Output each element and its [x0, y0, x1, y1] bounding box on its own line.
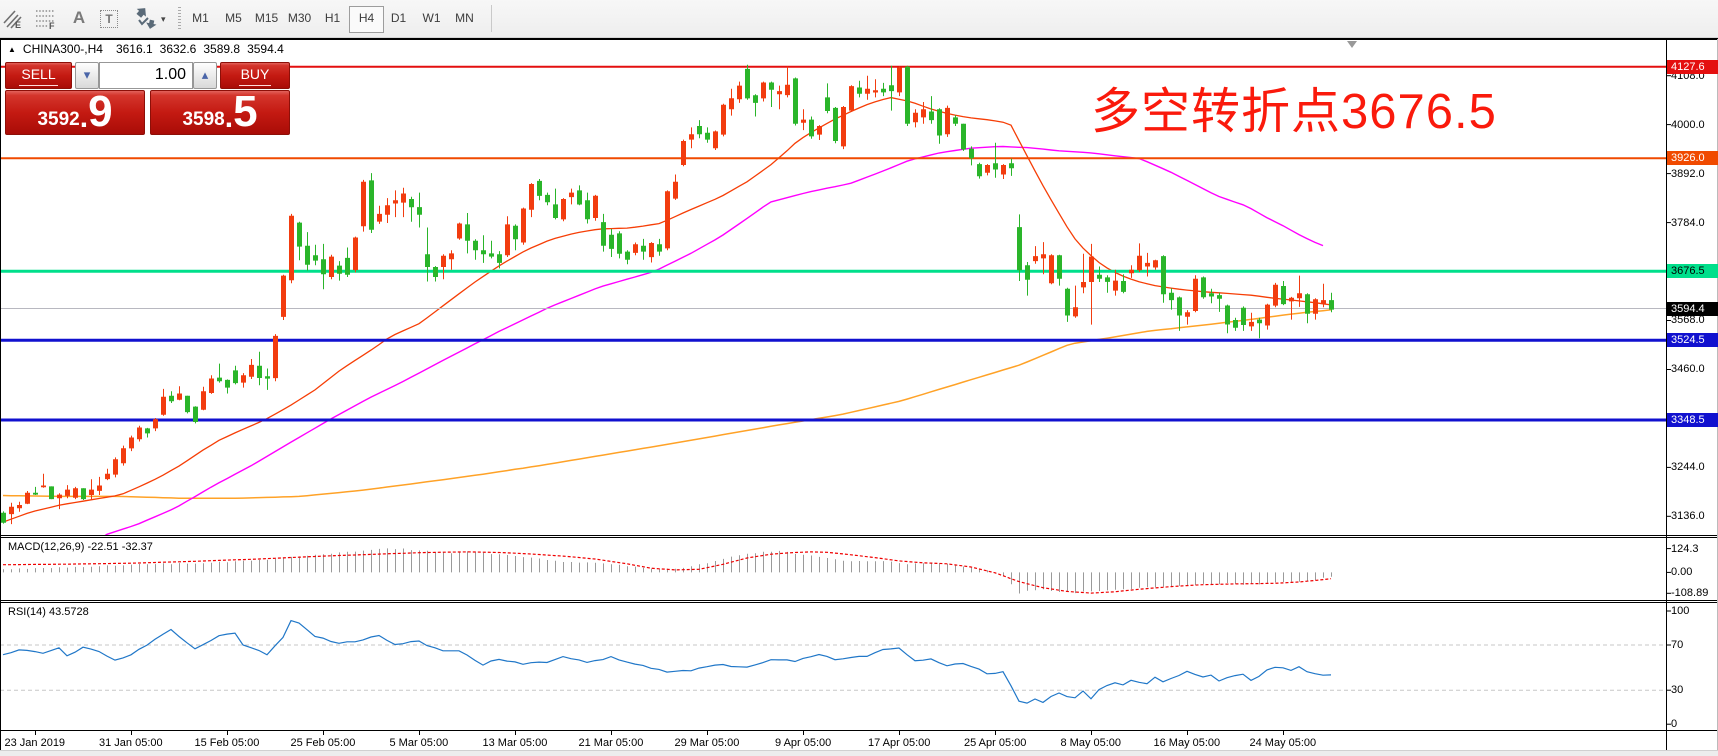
time-axis-label: 25 Apr 05:00	[964, 737, 1027, 749]
price-scale-label: 3892.0	[1671, 167, 1705, 180]
timeframe-button-W1[interactable]: W1	[422, 11, 441, 25]
time-axis-label: 5 Mar 05:00	[389, 737, 449, 749]
toolbar-drag-handle[interactable]	[178, 7, 181, 29]
time-axis-label: 23 Jan 2019	[4, 737, 66, 749]
candle-bodies-up	[1, 66, 1334, 523]
time-axis-label: 31 Jan 05:00	[99, 737, 163, 749]
volume-input[interactable]: 1.00	[99, 62, 193, 89]
chart-shift-marker-icon[interactable]	[1347, 41, 1357, 48]
time-axis-label: 25 Feb 05:00	[290, 737, 356, 749]
icon-tag: E	[15, 20, 21, 29]
chart-high: 3632.6	[159, 42, 197, 56]
timeframe-button-M15[interactable]: M15	[254, 11, 279, 25]
rsi-line	[2, 619, 1332, 704]
macd-plot	[3, 548, 1332, 594]
ma-mid-line	[104, 145, 1324, 535]
price-scale-separator	[1666, 39, 1667, 751]
price-badge-3926.0: 3926.0	[1667, 151, 1718, 166]
price-badge-3676.5: 3676.5	[1667, 264, 1718, 279]
macd-label: MACD(12,26,9) -22.51 -32.37	[8, 541, 153, 553]
timeframe-button-M30[interactable]: M30	[287, 11, 312, 25]
rsi-label: RSI(14) 43.5728	[8, 606, 89, 618]
macd-axis-label: 124.3	[1671, 542, 1699, 555]
price-scale-label: 3784.0	[1671, 216, 1705, 229]
toolbar-separator	[491, 5, 492, 32]
price-scale-label: 3568.0	[1671, 314, 1705, 327]
toolbar: E F A T ▾ M1 M5 M15 M30 H1 H4 D1 W1 MN	[0, 0, 1718, 38]
arrow-objects-icon[interactable]	[135, 7, 157, 29]
main-plot	[0, 64, 1666, 535]
rsi-axis-label: 100	[1671, 605, 1690, 617]
rsi-axis-label: 70	[1671, 638, 1684, 651]
ma-slow-line	[2, 309, 1332, 499]
time-axis-label: 24 May 05:00	[1249, 737, 1317, 749]
rsi-axis-label: 30	[1671, 684, 1684, 697]
arrow-objects-dropdown-icon[interactable]: ▾	[161, 14, 166, 24]
timeframe-button-D1[interactable]: D1	[390, 11, 407, 25]
ma-fast-line	[2, 96, 1332, 523]
timeframe-button-H4[interactable]: H4	[349, 6, 384, 33]
sell-price-display[interactable]: 3592. 9	[5, 90, 145, 135]
macd-signal-line	[3, 551, 1332, 594]
macd-axis-label: -108.89	[1671, 587, 1709, 600]
chart-open: 3616.1	[115, 42, 153, 56]
equidistant-channel-icon[interactable]: E	[2, 7, 24, 29]
time-axis-label: 29 Mar 05:00	[674, 737, 740, 749]
chart-close: 3594.4	[247, 42, 284, 56]
text-label-icon[interactable]: A	[72, 8, 86, 27]
time-axis-label: 16 May 05:00	[1153, 737, 1221, 749]
chart-low: 3589.8	[203, 42, 241, 56]
volume-increase-button[interactable]: ▴	[193, 62, 217, 89]
time-axis-label: 21 Mar 05:00	[578, 737, 644, 749]
annotation-text: 多空转折点3676.5	[1091, 85, 1497, 139]
sell-button[interactable]: SELL	[5, 62, 72, 89]
chart-canvas[interactable]	[0, 39, 1718, 751]
timeframe-button-M5[interactable]: M5	[225, 11, 242, 25]
collapse-indicator-icon[interactable]: ▲	[8, 44, 16, 54]
chart-info-line: ▲ CHINA300-,H4 3616.1 3632.6 3589.8 3594…	[8, 42, 284, 56]
macd-axis-label: 0.00	[1671, 566, 1693, 579]
one-click-trading-panel: SELL ▾ 1.00 ▴ BUY 3592. 9 3598. 5	[5, 62, 290, 135]
window-bottom-strip	[0, 750, 1718, 756]
buy-button[interactable]: BUY	[220, 62, 290, 89]
fibonacci-fan-icon[interactable]: F	[35, 7, 57, 29]
price-badge-3524.5: 3524.5	[1667, 333, 1718, 348]
time-axis-label: 15 Feb 05:00	[194, 737, 260, 749]
timeframe-button-H1[interactable]: H1	[324, 11, 341, 25]
icon-tag: F	[49, 21, 55, 29]
chart-window: ▲ CHINA300-,H4 3616.1 3632.6 3589.8 3594…	[0, 38, 1718, 751]
time-axis-label: 8 May 05:00	[1060, 737, 1122, 749]
buy-price-display[interactable]: 3598. 5	[150, 90, 290, 135]
chart-symbol-period: CHINA300-,H4	[22, 42, 103, 56]
price-badge-3594.4: 3594.4	[1667, 301, 1718, 316]
price-scale-label: 3244.0	[1671, 461, 1705, 474]
timeframe-button-MN[interactable]: MN	[455, 11, 474, 25]
timeframe-button-M1[interactable]: M1	[192, 11, 209, 25]
time-axis-label: 17 Apr 05:00	[868, 737, 931, 749]
price-scale-label: 3460.0	[1671, 363, 1705, 376]
volume-decrease-button[interactable]: ▾	[75, 62, 99, 89]
text-box-icon[interactable]: T	[100, 10, 118, 28]
macd-histogram	[3, 548, 1332, 594]
time-axis-label: 9 Apr 05:00	[775, 737, 832, 749]
price-badge-3348.5: 3348.5	[1667, 413, 1718, 427]
rsi-plot	[0, 619, 1666, 704]
rsi-axis-label: 0	[1671, 718, 1678, 731]
price-scale-label: 4000.0	[1671, 118, 1705, 131]
price-badge-4127.6: 4127.6	[1667, 59, 1718, 74]
price-scale-label: 3136.0	[1671, 510, 1705, 523]
time-axis-label: 13 Mar 05:00	[482, 737, 548, 749]
